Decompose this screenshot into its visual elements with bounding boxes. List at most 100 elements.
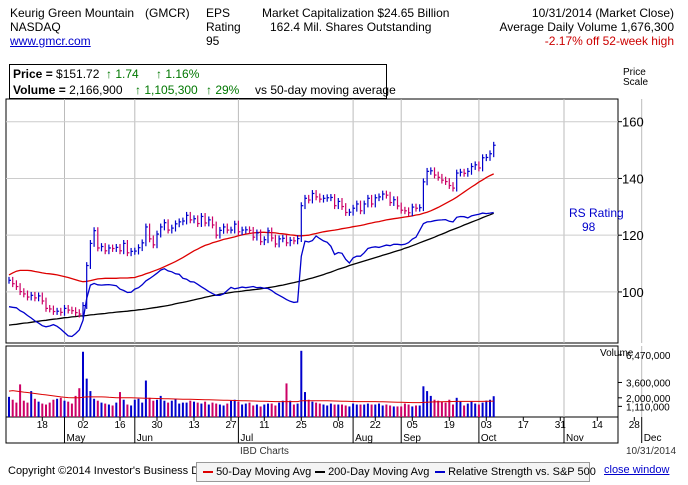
volume-bar (141, 402, 144, 417)
price-bar (167, 219, 171, 234)
volume-bar (400, 406, 403, 417)
volume-bar (82, 351, 84, 417)
price-bar (71, 306, 74, 315)
price-bar (467, 167, 470, 177)
price-bar (241, 226, 245, 236)
price-bar (234, 220, 237, 234)
price-bar (289, 236, 293, 247)
price-bar (86, 262, 89, 309)
volume-bar (115, 402, 118, 417)
volume-bar (19, 384, 22, 417)
price-bar (78, 309, 82, 318)
volume-bar (489, 399, 491, 417)
volume-bar (374, 404, 377, 417)
price-bar (293, 236, 296, 245)
volume-bar (111, 405, 114, 417)
price-bar (237, 220, 241, 236)
date-tick-label: 27 (225, 420, 237, 431)
volume-bar (11, 399, 14, 417)
volume-bar (241, 404, 244, 417)
price-bar (371, 194, 374, 208)
price-bar (174, 220, 178, 232)
volume-bar (204, 401, 207, 417)
volume-bar (185, 402, 188, 417)
volume-bar (329, 403, 332, 417)
volume-bar (167, 402, 170, 417)
volume-bar (163, 400, 166, 417)
date-tick-label: 17 (518, 420, 530, 431)
price-bar (45, 297, 48, 312)
date-tick-label: 02 (77, 420, 89, 431)
website-link[interactable]: www.gmcr.com (10, 34, 91, 48)
price-bar (208, 216, 211, 227)
volume-bar (215, 403, 218, 417)
price-bar (271, 227, 274, 242)
volume-bar (41, 403, 44, 417)
volume-bar (196, 402, 199, 417)
volume-bar (352, 403, 355, 417)
volume-bar (470, 401, 473, 417)
price-bar (63, 304, 67, 316)
price-bar (171, 224, 174, 234)
volume-bar (296, 403, 299, 417)
price-bar (300, 202, 304, 242)
price-value: $151.72 (56, 67, 100, 81)
price-bar (408, 207, 411, 217)
ma50-swatch (203, 471, 213, 474)
volume-bar (104, 403, 107, 417)
volume-bar (437, 400, 440, 417)
volume-bar (381, 405, 384, 417)
price-bar (470, 163, 474, 175)
volume-bar (56, 398, 59, 417)
price-bar (356, 200, 359, 212)
price-bar (115, 243, 119, 252)
market-cap: Market Capitalization $24.65 Billion (262, 6, 450, 20)
date-tick-label: 05 (407, 420, 419, 431)
ma200-line (8, 212, 494, 326)
price-bar (363, 200, 367, 215)
volume-bar (70, 403, 73, 417)
price-bar (163, 219, 167, 231)
month-label: May (67, 433, 86, 444)
volume-bar (78, 388, 81, 417)
price-bar (285, 234, 289, 247)
volume-bar (463, 405, 466, 417)
volume-bar (85, 378, 88, 417)
price-bar (12, 276, 15, 288)
eps-label: EPS (206, 6, 231, 20)
volume-bar (30, 391, 33, 417)
month-label: Oct (481, 433, 497, 444)
month-label: Jun (137, 433, 153, 444)
price-bar (56, 307, 60, 315)
volume-bar (370, 404, 373, 417)
volume-bar (259, 406, 262, 417)
volume-bar (96, 400, 99, 417)
price-bar (359, 200, 363, 215)
volume-bar (474, 403, 477, 417)
volume-bar (233, 399, 236, 417)
volume-bar (274, 405, 277, 417)
volume-bar (45, 404, 47, 417)
price-bar (189, 211, 193, 224)
price-bar (200, 213, 204, 227)
date-tick-label: 25 (296, 420, 308, 431)
average-volume: Average Daily Volume 1,676,300 (499, 20, 674, 34)
volume-bar (74, 395, 77, 417)
price-bar (441, 173, 444, 184)
legend-label-rs: Relative Strength vs. S&P 500 (448, 466, 596, 478)
volume-bar (100, 402, 103, 417)
close-window-link[interactable]: close window (604, 464, 670, 476)
price-bar (411, 203, 415, 217)
volume-bar (315, 402, 318, 417)
volume-bar (119, 392, 121, 417)
volume-bar (477, 404, 480, 417)
price-tick-label: 140 (622, 171, 644, 186)
volume-bar (37, 401, 40, 417)
price-bar (211, 216, 215, 229)
price-bar (311, 190, 315, 204)
volume-bar (337, 404, 340, 417)
price-tick-label: 160 (622, 115, 644, 130)
volume-bar (255, 404, 258, 417)
